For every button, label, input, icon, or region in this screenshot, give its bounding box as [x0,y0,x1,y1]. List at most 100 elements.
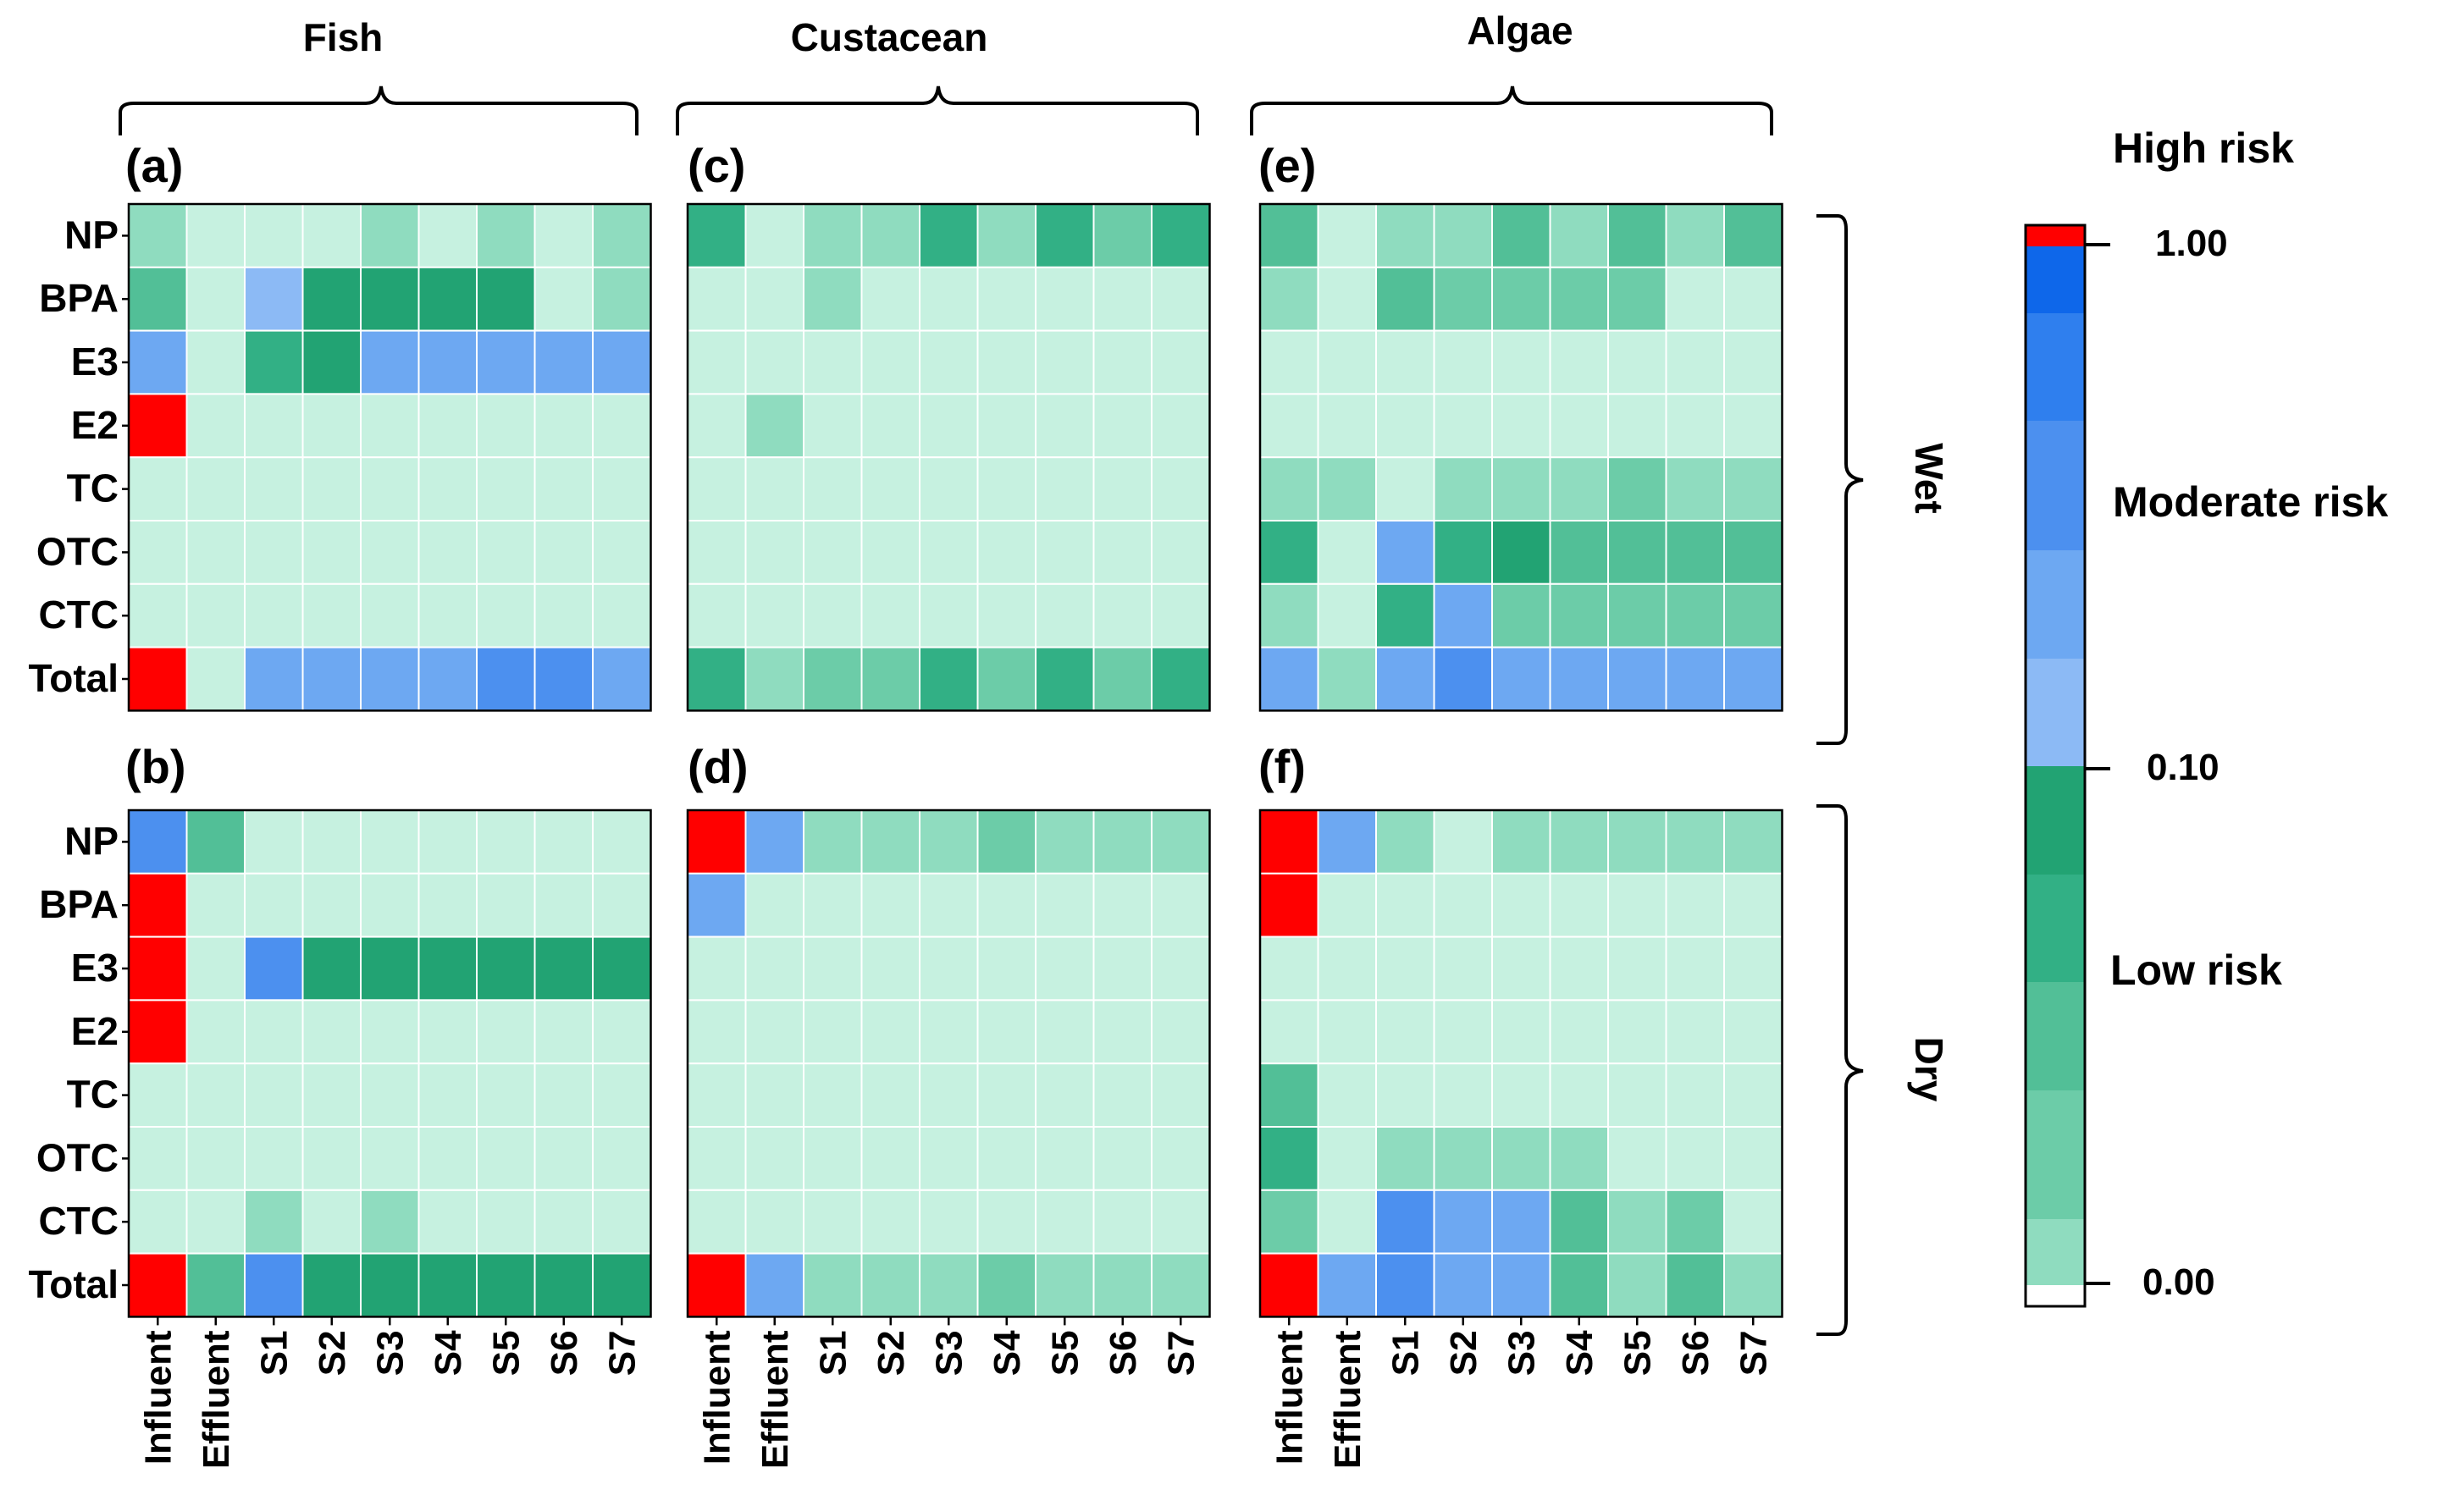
heatmap-cell [1317,999,1377,1065]
heatmap-cell [687,809,747,875]
heatmap-cell [1151,582,1211,648]
heatmap-cell [1151,1189,1211,1255]
heatmap-cell [128,582,188,648]
column-tick-label: S1 [1385,1330,1426,1376]
heatmap-cell [592,329,652,395]
heatmap-cell [185,872,246,938]
heatmap-cell [360,809,420,875]
colorbar-segment [2026,659,2085,766]
heatmap-cell [533,1126,594,1191]
heatmap-cell [476,1126,536,1191]
heatmap-cell [1375,1126,1435,1191]
heatmap-cell [1723,329,1783,395]
heatmap-cell [533,809,594,875]
heatmap-cell [860,393,920,459]
heatmap-cell [803,266,863,332]
heatmap-cell [1375,1252,1435,1318]
row-tick-label: E3 [71,946,119,990]
colorbar-tick-label-high: 1.00 [2155,223,2228,264]
heatmap-cell [744,872,804,938]
heatmap-cell [1491,456,1551,522]
heatmap-cell [1491,809,1551,875]
heatmap-cell [1665,1062,1725,1128]
heatmap-cell [1607,935,1667,1002]
heatmap-cell [919,393,979,459]
heatmap-cell [417,1189,478,1255]
heatmap-cell [1317,935,1377,1002]
heatmap-cell [1092,646,1153,712]
heatmap-cell [1092,935,1153,1002]
heatmap-cell [533,872,594,938]
heatmap-cell [860,582,920,648]
heatmap-cell [185,329,246,395]
heatmap-cell [1549,266,1609,332]
heatmap-cell [185,1252,246,1318]
heatmap-cell [1151,1062,1211,1128]
heatmap-cell [1375,809,1435,875]
heatmap-cell [1151,1126,1211,1191]
heatmap-cell [860,872,920,938]
heatmap-cell [1549,329,1609,395]
column-tick-label: Influent [137,1330,179,1465]
heatmap-cell [1317,809,1377,875]
heatmap-cell [860,999,920,1065]
heatmap-cell [592,520,652,585]
row-tick-label: CTC [38,593,119,637]
heatmap-cell [1491,520,1551,585]
heatmap-cell [1665,872,1725,938]
heatmap-cell [1092,999,1153,1065]
heatmap-cell [744,1189,804,1255]
heatmap-cell [976,872,1037,938]
heatmap-cell [1491,203,1551,268]
heatmap-cell [1317,582,1377,648]
heatmap-cell [533,203,594,268]
colorbar-segment [2026,246,2085,313]
heatmap-cell [1035,646,1095,712]
heatmap-cell [360,646,420,712]
heatmap-cell [1433,999,1493,1065]
heatmap-cell [1035,809,1095,875]
heatmap-cell [803,872,863,938]
heatmap-cell [417,456,478,522]
colorbar-segment [2026,1090,2085,1113]
heatmap-cell [417,1252,478,1318]
heatmap-cell [185,809,246,875]
heatmap-cell [1375,520,1435,585]
heatmap-cell [1491,935,1551,1002]
heatmap-cell [244,1126,304,1191]
heatmap-cell [1092,1189,1153,1255]
column-tick-label: S1 [253,1330,295,1376]
heatmap-cell [244,1062,304,1128]
heatmap-cell [185,935,246,1002]
column-tick-label: S4 [987,1330,1028,1376]
heatmap-cell [1491,1062,1551,1128]
heatmap-cell [1665,1126,1725,1191]
heatmap-cell [919,1252,979,1318]
heatmap-cell [128,329,188,395]
column-tick-label: S3 [1501,1330,1542,1376]
heatmap-cell [860,203,920,268]
heatmap-cell [128,520,188,585]
heatmap-cell [687,646,747,712]
heatmap-cell [360,393,420,459]
heatmap-cell [1317,1062,1377,1128]
row-tick-label: NP [64,212,119,257]
heatmap-cell [1035,456,1095,522]
heatmap-cell [803,935,863,1002]
heatmap-cell [1259,935,1319,1002]
heatmap-cell [1092,203,1153,268]
heatmap-cell [244,203,304,268]
brace-algae [1250,86,1773,135]
panel-label-a: (a) [125,139,183,192]
heatmap-cell [919,520,979,585]
heatmap-cell [1607,329,1667,395]
heatmap-cell [244,872,304,938]
heatmap-cell [744,329,804,395]
row-tick-label: E2 [71,403,119,447]
heatmap-cell [533,329,594,395]
heatmap-cell [1259,582,1319,648]
heatmap-cell [860,935,920,1002]
column-tick-label: S7 [1160,1330,1202,1376]
colorbar-segment [2026,1285,2085,1306]
heatmap-cell [1665,456,1725,522]
